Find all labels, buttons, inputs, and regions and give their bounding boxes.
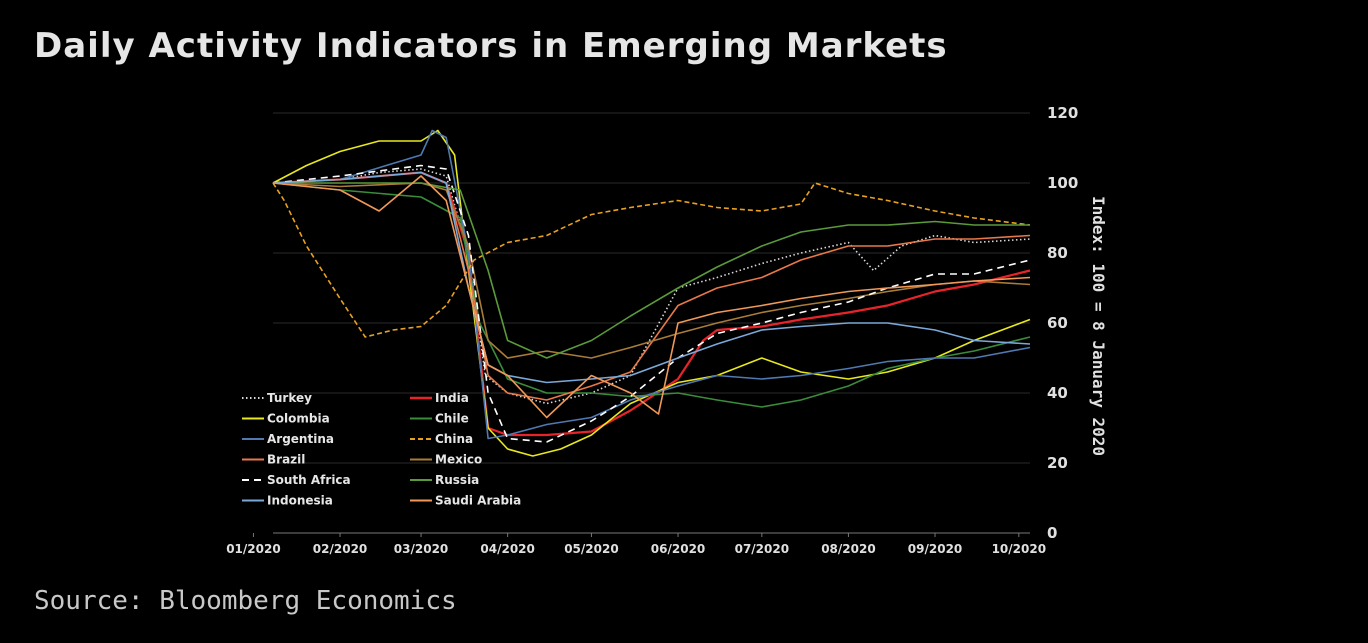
legend-label: Russia: [435, 473, 479, 487]
y-tick-label: 40: [1047, 384, 1068, 402]
x-axis-ticks: 01/2020 02/2020 03/2020 04/2020 05/2020 06/20…: [226, 533, 1046, 556]
y-tick-label: 0: [1047, 524, 1057, 542]
legend-label: Colombia: [267, 412, 330, 426]
series-line-chile: [272, 182, 1031, 408]
series-line-colombia: [272, 129, 1031, 457]
x-tick-label: 01/2020: [226, 542, 280, 556]
x-tick-label: 08/2020: [821, 542, 875, 556]
y-tick-label: 20: [1047, 454, 1068, 472]
y-tick-label: 120: [1047, 104, 1078, 122]
x-tick-label: 03/2020: [394, 542, 448, 556]
series-line-china: [272, 182, 1031, 338]
series-lines: [272, 129, 1031, 457]
x-tick-label: 04/2020: [480, 542, 534, 556]
y-tick-label: 100: [1047, 174, 1078, 192]
x-tick-label: 09/2020: [908, 542, 962, 556]
source-note: Source: Bloomberg Economics: [34, 586, 457, 616]
legend-label: South Africa: [267, 473, 351, 487]
y-tick-label: 80: [1047, 244, 1068, 262]
chart-title: Daily Activity Indicators in Emerging Ma…: [34, 26, 948, 66]
x-tick-label: 10/2020: [992, 542, 1046, 556]
legend: Turkey India Colombia Chile Argentina China Br…: [242, 391, 521, 508]
legend-label: Turkey: [267, 391, 312, 405]
x-tick-label: 07/2020: [735, 542, 789, 556]
legend-label: China: [435, 432, 473, 446]
legend-label: Indonesia: [267, 494, 333, 508]
series-line-south-africa: [272, 164, 1031, 443]
series-line-saudi-arabia: [272, 175, 1031, 419]
x-tick-label: 06/2020: [651, 542, 705, 556]
legend-label: India: [435, 391, 469, 405]
x-tick-label: 05/2020: [564, 542, 618, 556]
series-line-russia: [273, 182, 1030, 359]
series-line-indonesia: [272, 171, 1031, 384]
series-line-mexico: [272, 182, 1031, 359]
x-tick-label: 02/2020: [313, 542, 367, 556]
legend-label: Saudi Arabia: [435, 494, 521, 508]
series-line-argentina: [272, 129, 1031, 440]
y-axis-label: Index: 100 = 8 January 2020: [1089, 196, 1108, 456]
legend-label: Brazil: [267, 453, 305, 467]
legend-label: Mexico: [435, 453, 482, 467]
y-tick-label: 60: [1047, 314, 1068, 332]
legend-label: Chile: [435, 412, 469, 426]
y-axis-ticks: 0 20 40 60 80 100 120: [1047, 104, 1078, 542]
legend-label: Argentina: [267, 432, 334, 446]
